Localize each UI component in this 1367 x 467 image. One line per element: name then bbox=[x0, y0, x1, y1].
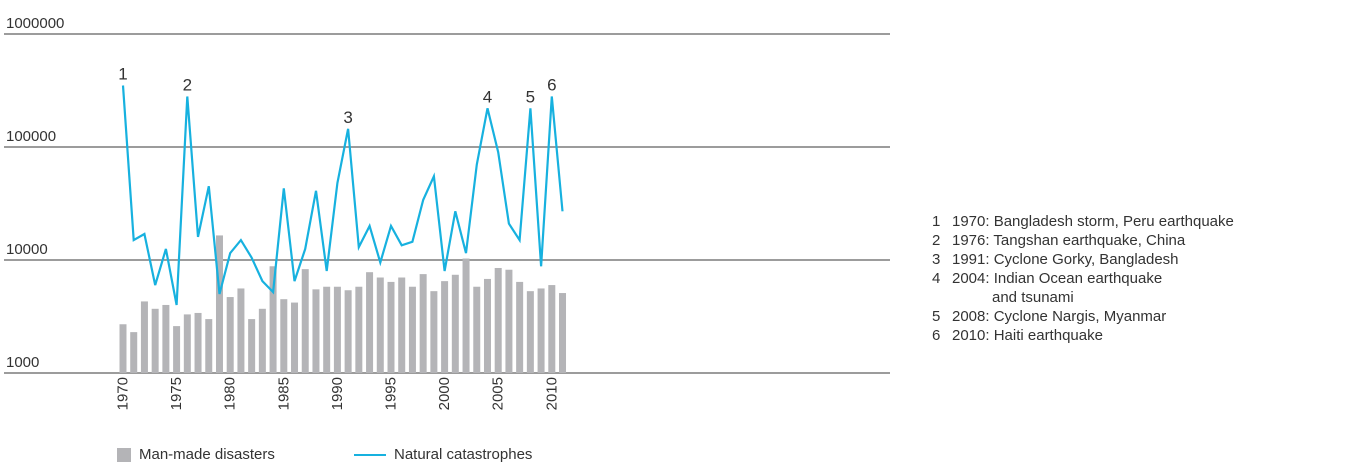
annotation-labels: 1 2 3 4 56 bbox=[118, 65, 556, 127]
bar-1988 bbox=[312, 289, 320, 373]
note-number: 1 bbox=[932, 213, 941, 230]
bar-1980 bbox=[226, 297, 234, 373]
x-tick-label: 1975 bbox=[168, 377, 185, 410]
bar-2011 bbox=[559, 293, 567, 373]
x-tick-label: 1985 bbox=[275, 377, 292, 410]
x-tick-label: 1980 bbox=[222, 377, 239, 410]
x-tick-label: 2000 bbox=[436, 377, 453, 410]
bar-1992 bbox=[355, 286, 363, 373]
bar-2008 bbox=[526, 291, 534, 373]
note-text: 1970: Bangladesh storm, Peru earthquake bbox=[952, 213, 1234, 230]
legend-swatch-line bbox=[354, 453, 386, 456]
bar-2000 bbox=[441, 281, 449, 373]
note-text: 1991: Cyclone Gorky, Bangladesh bbox=[952, 251, 1179, 268]
x-tick-label: 2005 bbox=[490, 377, 507, 410]
note-text: 2004: Indian Ocean earthquake bbox=[952, 270, 1163, 287]
bar-1976 bbox=[183, 314, 191, 373]
note-5: 5 2008: Cyclone Nargis, Myanmar bbox=[932, 307, 1362, 326]
note-number: 3 bbox=[932, 251, 941, 268]
bar-2009 bbox=[537, 288, 545, 373]
legend-item-natural: Natural catastrophes bbox=[354, 446, 532, 463]
bar-2005 bbox=[494, 267, 502, 373]
x-axis-ticks: 1970 1975 1980 1985 1990 1995 2000 2005 2010 bbox=[115, 377, 561, 410]
note-4: 4 2004: Indian Ocean earthquake bbox=[932, 269, 1362, 288]
bar-1987 bbox=[301, 269, 309, 373]
note-text: 2010: Haiti earthquake bbox=[952, 327, 1103, 344]
bar-1985 bbox=[280, 299, 288, 373]
bar-1970 bbox=[119, 324, 127, 373]
bar-1991 bbox=[344, 290, 352, 373]
note-3: 3 1991: Cyclone Gorky, Bangladesh bbox=[932, 250, 1362, 269]
bar-1978 bbox=[205, 319, 213, 373]
x-tick-label: 2010 bbox=[543, 377, 560, 410]
event-notes: 1 1970: Bangladesh storm, Peru earthquake… bbox=[932, 212, 1362, 345]
legend-label-natural: Natural catastrophes bbox=[394, 446, 533, 463]
bar-1971 bbox=[130, 332, 138, 373]
bar-1981 bbox=[237, 288, 245, 373]
note-number: 2 bbox=[932, 232, 941, 249]
bar-1986 bbox=[291, 302, 299, 373]
bar-1973 bbox=[151, 308, 159, 373]
annotation-6: 6 bbox=[547, 75, 556, 94]
bar-2006 bbox=[505, 269, 513, 373]
x-tick-label: 1995 bbox=[383, 377, 400, 410]
bar-2003 bbox=[473, 286, 481, 373]
note-4-continued: and tsunami bbox=[992, 289, 1074, 306]
man-made-bars bbox=[119, 235, 567, 373]
bar-1977 bbox=[194, 312, 202, 373]
bar-2002 bbox=[462, 258, 470, 373]
bar-1984 bbox=[269, 266, 277, 373]
bar-1999 bbox=[430, 291, 438, 373]
note-number: 5 bbox=[932, 308, 941, 325]
y-tick-label: 1000000 bbox=[6, 15, 64, 32]
legend-swatch-bar bbox=[117, 447, 131, 462]
note-2: 2 1976: Tangshan earthquake, China bbox=[932, 231, 1362, 250]
bar-1995 bbox=[387, 281, 395, 373]
y-tick-label: 1000 bbox=[6, 354, 39, 371]
bar-1996 bbox=[398, 277, 406, 373]
natural-catastrophes-line bbox=[121, 85, 564, 306]
bar-1994 bbox=[376, 277, 384, 373]
bar-1974 bbox=[162, 304, 170, 373]
bar-1975 bbox=[173, 326, 181, 373]
legend: Man-made disasters Natural catastrophes bbox=[117, 446, 817, 466]
annotation-1: 1 bbox=[118, 65, 127, 84]
natural-catastrophes-line-layer bbox=[121, 85, 564, 306]
bar-1997 bbox=[408, 286, 416, 373]
bar-2007 bbox=[516, 281, 524, 373]
bar-1983 bbox=[258, 308, 266, 373]
legend-label-man-made: Man-made disasters bbox=[139, 446, 275, 463]
bar-1990 bbox=[333, 286, 341, 373]
bar-1989 bbox=[323, 286, 331, 373]
note-text: 1976: Tangshan earthquake, China bbox=[952, 232, 1186, 249]
note-text: 2008: Cyclone Nargis, Myanmar bbox=[952, 308, 1167, 325]
y-tick-label: 100000 bbox=[6, 128, 56, 145]
note-number: 6 bbox=[932, 327, 941, 344]
bar-2004 bbox=[483, 278, 491, 373]
bar-1982 bbox=[248, 319, 256, 373]
annotation-4: 4 bbox=[483, 87, 492, 106]
bar-2010 bbox=[548, 285, 556, 373]
x-tick-label: 1990 bbox=[329, 377, 346, 410]
note-6: 6 2010: Haiti earthquake bbox=[932, 326, 1362, 345]
bar-1972 bbox=[140, 301, 148, 373]
y-tick-label: 10000 bbox=[6, 241, 48, 258]
bar-1979 bbox=[215, 235, 223, 373]
annotation-5: 5 bbox=[526, 87, 535, 106]
note-number: 4 bbox=[932, 270, 941, 287]
annotation-3: 3 bbox=[343, 108, 352, 127]
bar-2001 bbox=[451, 274, 459, 373]
note-1: 1 1970: Bangladesh storm, Peru earthquake bbox=[932, 212, 1362, 231]
bar-1993 bbox=[366, 272, 374, 373]
legend-item-man-made: Man-made disasters bbox=[117, 446, 275, 463]
x-tick-label: 1970 bbox=[115, 377, 132, 410]
bar-1998 bbox=[419, 274, 427, 373]
annotation-2: 2 bbox=[183, 75, 192, 94]
